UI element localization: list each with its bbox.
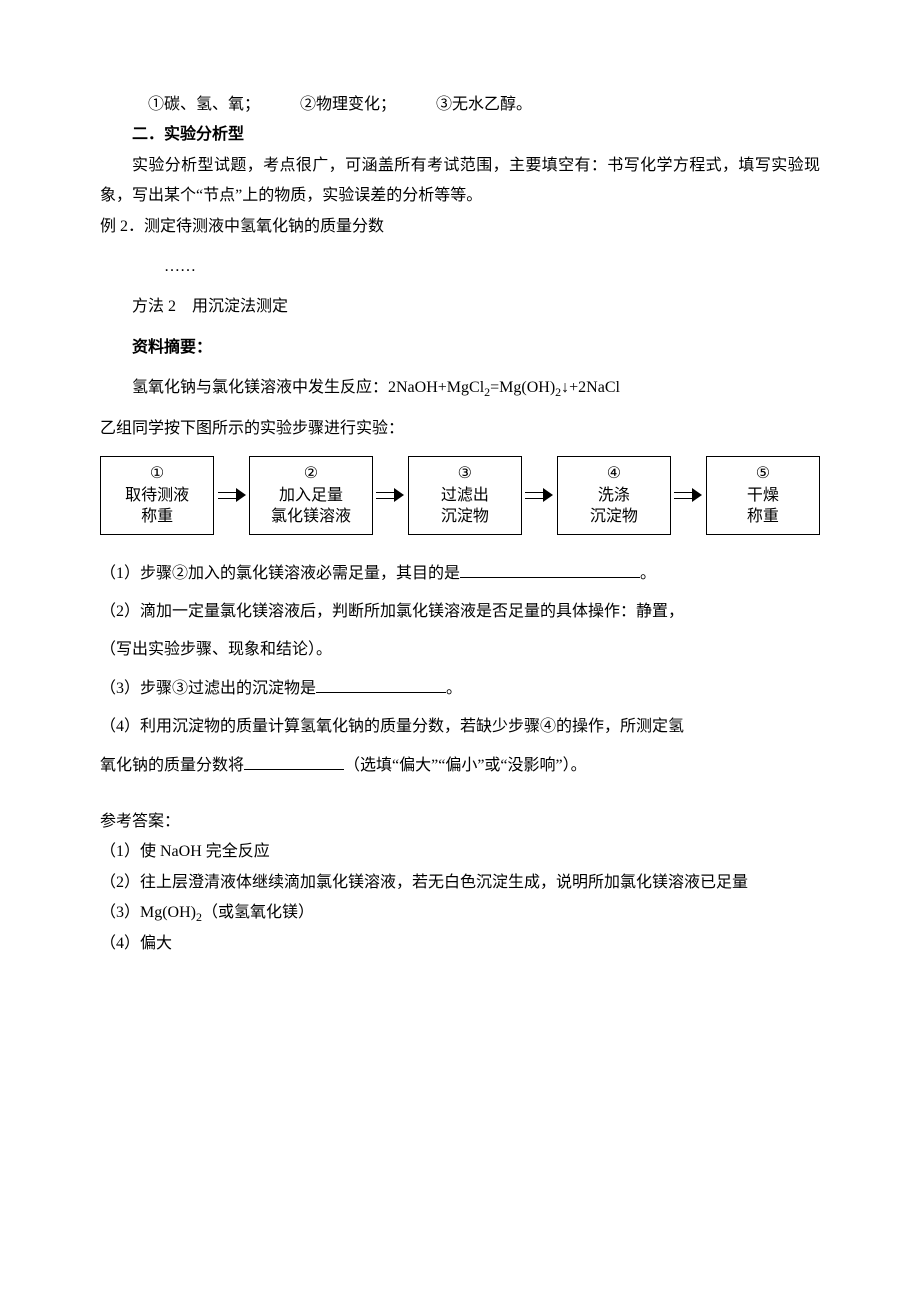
flow-box-3-line1: ③ [409,463,521,485]
question-1-post: 。 [640,565,656,582]
question-4-pre: 氧化钠的质量分数将 [100,757,244,774]
answers-heading: 参考答案： [100,807,820,837]
answer-3-pre: （3）Mg(OH) [100,904,196,921]
question-1-pre: （1）步骤②加入的氯化镁溶液必需足量，其目的是 [100,565,460,582]
example-number-line: 例 2．测定待测液中氢氧化钠的质量分数 [100,212,820,242]
flow-box-5-line3: 称重 [707,506,819,528]
flow-box-2: ② 加入足量 氯化镁溶液 [249,456,373,535]
flow-box-4-line1: ④ [558,463,670,485]
flow-box-3: ③ 过滤出 沉淀物 [408,456,522,535]
question-1-blank [460,561,640,578]
answer-1: （1）使 NaOH 完全反应 [100,837,820,867]
reaction-text-mid1: =Mg(OH) [490,379,555,396]
flow-box-2-line1: ② [250,463,372,485]
flow-box-4-line3: 沉淀物 [558,506,670,528]
question-4-post: （选填“偏大”“偏小”或“没影响”）。 [344,757,587,774]
flow-box-3-line2: 过滤出 [409,485,521,507]
abstract-heading: 资料摘要： [100,333,820,363]
flow-box-5: ⑤ 干燥 称重 [706,456,820,535]
flow-box-4-line2: 洗涤 [558,485,670,507]
top-answers-line: ①碳、氢、氧； ②物理变化； ③无水乙醇。 [100,90,820,120]
question-4-line2: 氧化钠的质量分数将 （选填“偏大”“偏小”或“没影响”）。 [100,747,820,785]
flowchart: ① 取待测液 称重 ② 加入足量 氯化镁溶液 ③ 过滤出 沉淀物 ④ 洗涤 沉淀… [100,456,820,535]
flow-box-4: ④ 洗涤 沉淀物 [557,456,671,535]
reaction-text-mid2: ↓+2NaCl [561,379,620,396]
question-4-blank [244,753,344,770]
flow-box-2-line3: 氯化镁溶液 [250,506,372,528]
question-3: （3）步骤③过滤出的沉淀物是 。 [100,670,820,708]
reaction-text-pre: 氢氧化钠与氯化镁溶液中发生反应：2NaOH+MgCl [132,379,484,396]
question-1: （1）步骤②加入的氯化镁溶液必需足量，其目的是 。 [100,555,820,593]
ellipsis: …… [100,252,820,282]
flow-box-2-line2: 加入足量 [250,485,372,507]
answer-2: （2）往上层澄清液体继续滴加氯化镁溶液，若无白色沉淀生成，说明所加氯化镁溶液已足… [100,868,820,898]
flow-box-5-line2: 干燥 [707,485,819,507]
flow-box-5-line1: ⑤ [707,463,819,485]
question-3-pre: （3）步骤③过滤出的沉淀物是 [100,680,316,697]
answer-3: （3）Mg(OH)2（或氢氧化镁） [100,898,820,928]
reaction-line: 氢氧化钠与氯化镁溶液中发生反应：2NaOH+MgCl2=Mg(OH)2↓+2Na… [100,373,820,403]
answer-3-post: （或氢氧化镁） [202,904,314,921]
group-intro-line: 乙组同学按下图所示的实验步骤进行实验： [100,414,820,444]
answer-4: （4）偏大 [100,929,820,959]
section-heading-2: 二．实验分析型 [100,120,820,150]
section-intro-paragraph: 实验分析型试题，考点很广，可涵盖所有考试范围，主要填空有：书写化学方程式，填写实… [100,151,820,212]
flow-box-1-line1: ① [101,463,213,485]
question-3-post: 。 [446,680,462,697]
question-3-blank [316,676,446,693]
flow-arrow-3 [522,456,557,535]
flow-box-1-line3: 称重 [101,506,213,528]
flow-box-3-line3: 沉淀物 [409,506,521,528]
flow-arrow-4 [671,456,706,535]
flow-arrow-1 [214,456,249,535]
method-2-line: 方法 2 用沉淀法测定 [100,292,820,322]
question-2-line2: （写出实验步骤、现象和结论）。 [100,631,820,669]
question-4-line1: （4）利用沉淀物的质量计算氢氧化钠的质量分数，若缺少步骤④的操作，所测定氢 [100,708,820,746]
flow-box-1: ① 取待测液 称重 [100,456,214,535]
question-2-line1: （2）滴加一定量氯化镁溶液后，判断所加氯化镁溶液是否足量的具体操作：静置， [100,593,820,631]
flow-arrow-2 [373,456,408,535]
flow-box-1-line2: 取待测液 [101,485,213,507]
